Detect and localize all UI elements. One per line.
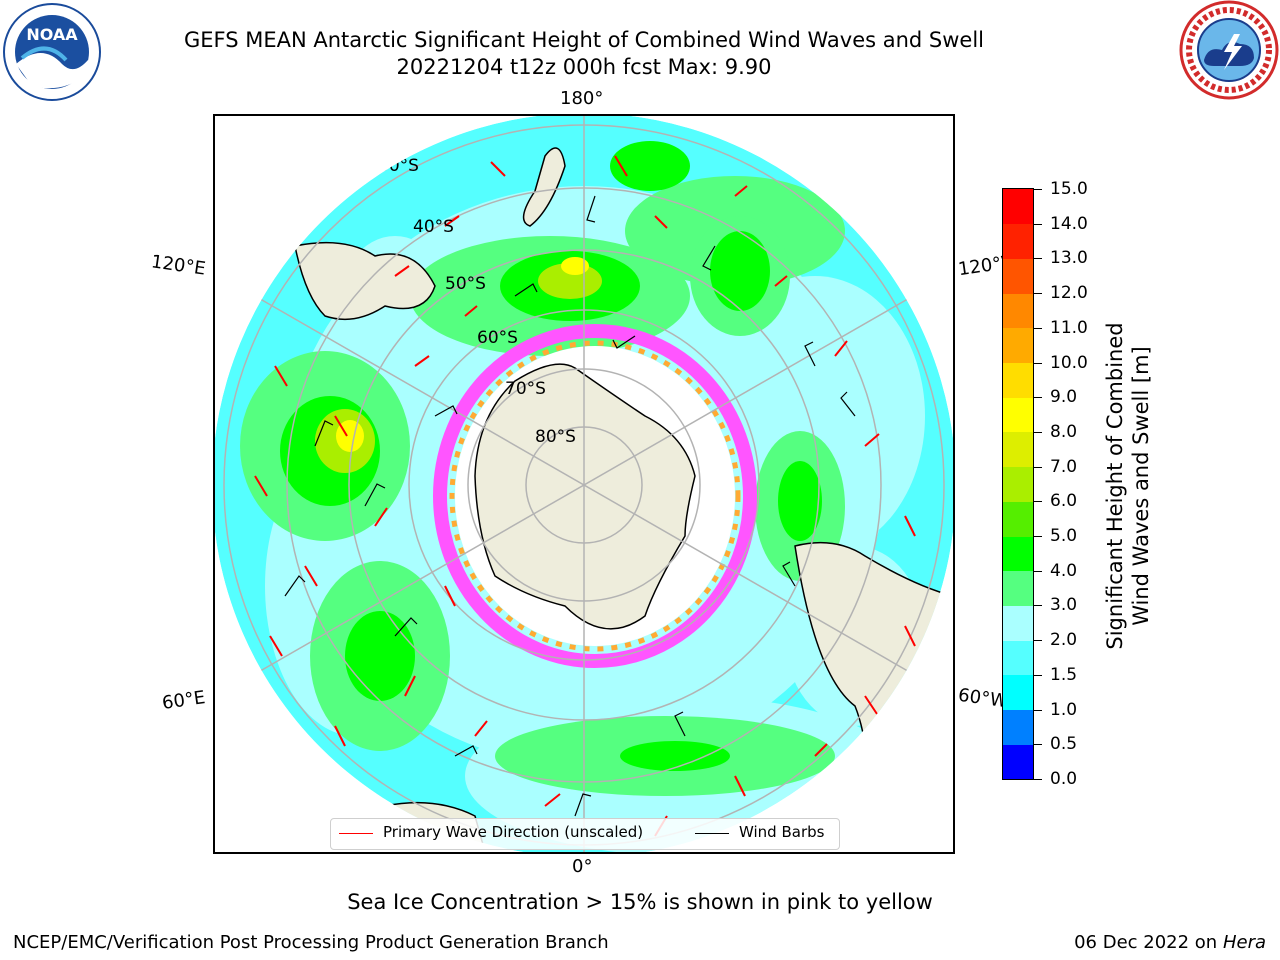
colorbar-tick	[1034, 362, 1042, 364]
colorbar-tick-label: 10.0	[1050, 352, 1088, 373]
colorbar-segment	[1003, 536, 1033, 572]
land-mass-new-zealand	[522, 147, 566, 227]
lat-label-70s: 70°S	[505, 379, 546, 399]
wave-direction-arrows	[254, 155, 916, 837]
colorbar-label: Significant Height of Combined Wind Wave…	[1103, 322, 1153, 650]
colorbar-tick	[1034, 431, 1042, 433]
colorbar-tick	[1034, 570, 1042, 572]
wind-barbs-legend-swatch	[695, 833, 729, 834]
colorbar-tick-label: 5.0	[1050, 526, 1078, 547]
sea-ice-note: Sea Ice Concentration > 15% is shown in …	[347, 890, 933, 914]
lat-label-80s: 80°S	[535, 427, 576, 447]
national-weather-service-logo-icon	[1179, 0, 1279, 100]
colorbar-segment	[1003, 293, 1033, 329]
wave-direction-legend-swatch	[339, 833, 373, 834]
colorbar-tick	[1034, 605, 1042, 607]
land-mass-australia	[294, 241, 436, 321]
map-legend: Primary Wave Direction (unscaled) Wind B…	[330, 818, 840, 850]
colorbar-tick	[1034, 258, 1042, 260]
colorbar-tick	[1034, 223, 1042, 225]
lon-label-180: 180°	[560, 88, 604, 109]
lat-label-40s: 40°S	[413, 217, 454, 237]
colorbar-tick	[1034, 466, 1042, 468]
svg-text:NOAA: NOAA	[26, 25, 78, 44]
wave-direction-legend-label: Primary Wave Direction (unscaled)	[383, 823, 644, 841]
lon-label-120e: 120°E	[149, 251, 207, 280]
colorbar-tick-label: 2.0	[1050, 630, 1078, 651]
colorbar-segment	[1003, 258, 1033, 294]
colorbar-tick	[1034, 536, 1042, 538]
colorbar-segment	[1003, 466, 1033, 502]
colorbar-tick-label: 0.0	[1050, 769, 1078, 789]
colorbar-tick-label: 1.5	[1050, 664, 1078, 685]
colorbar-tick	[1034, 501, 1042, 503]
chart-subtitle: 20221204 t12z 000h fcst Max: 9.90	[396, 55, 772, 79]
sea-ice-edge	[433, 324, 757, 668]
colorbar-segment	[1003, 640, 1033, 676]
colorbar-tick-label: 8.0	[1050, 421, 1078, 442]
colorbar	[1002, 188, 1034, 780]
colorbar-tick	[1034, 744, 1042, 746]
colorbar-tick	[1034, 640, 1042, 642]
antarctic-map: 30°S 40°S 50°S 60°S 70°S 80°S	[213, 114, 955, 854]
colorbar-segment	[1003, 709, 1033, 745]
footer-machine: Hera	[1222, 932, 1266, 953]
colorbar-segment	[1003, 223, 1033, 259]
wind-barbs-legend-label: Wind Barbs	[739, 823, 825, 841]
colorbar-tick-label: 7.0	[1050, 456, 1078, 477]
colorbar-tick	[1034, 189, 1042, 190]
colorbar-segment	[1003, 397, 1033, 433]
colorbar-tick-label: 15.0	[1050, 179, 1088, 199]
colorbar-segment	[1003, 362, 1033, 398]
colorbar-segment	[1003, 189, 1033, 225]
colorbar-tick-label: 6.0	[1050, 491, 1078, 512]
colorbar-tick-label: 13.0	[1050, 248, 1088, 269]
antarctica-land	[474, 363, 696, 630]
chart-title: GEFS MEAN Antarctic Significant Height o…	[183, 28, 985, 52]
colorbar-tick	[1034, 709, 1042, 711]
colorbar-segment	[1003, 674, 1033, 711]
colorbar-segment	[1003, 570, 1033, 606]
lat-label-50s: 50°S	[445, 274, 486, 294]
colorbar-tick-label: 14.0	[1050, 213, 1088, 234]
colorbar-tick-label: 0.5	[1050, 734, 1078, 755]
colorbar-tick	[1034, 779, 1042, 780]
noaa-logo-icon: NOAA	[3, 3, 101, 101]
colorbar-tick-label: 4.0	[1050, 560, 1078, 581]
colorbar-segment	[1003, 431, 1033, 468]
colorbar-tick	[1034, 674, 1042, 676]
colorbar-segment	[1003, 744, 1033, 780]
colorbar-segment	[1003, 501, 1033, 537]
colorbar-tick-label: 11.0	[1050, 317, 1088, 338]
footer-date: 06 Dec 2022 on Hera	[1074, 932, 1266, 953]
colorbar-tick-label: 3.0	[1050, 595, 1078, 616]
lon-label-60e: 60°E	[160, 687, 207, 714]
wind-barbs	[284, 195, 896, 817]
lon-label-0: 0°	[572, 856, 593, 877]
colorbar-segment	[1003, 605, 1033, 641]
colorbar-segment	[1003, 327, 1033, 364]
colorbar-tick-label: 12.0	[1050, 283, 1088, 304]
colorbar-tick	[1034, 293, 1042, 295]
lat-label-60s: 60°S	[477, 328, 518, 348]
footer-credit: NCEP/EMC/Verification Post Processing Pr…	[13, 932, 609, 953]
colorbar-tick-label: 9.0	[1050, 387, 1078, 408]
colorbar-tick-label: 1.0	[1050, 699, 1078, 720]
colorbar-tick	[1034, 397, 1042, 399]
colorbar-tick	[1034, 327, 1042, 329]
